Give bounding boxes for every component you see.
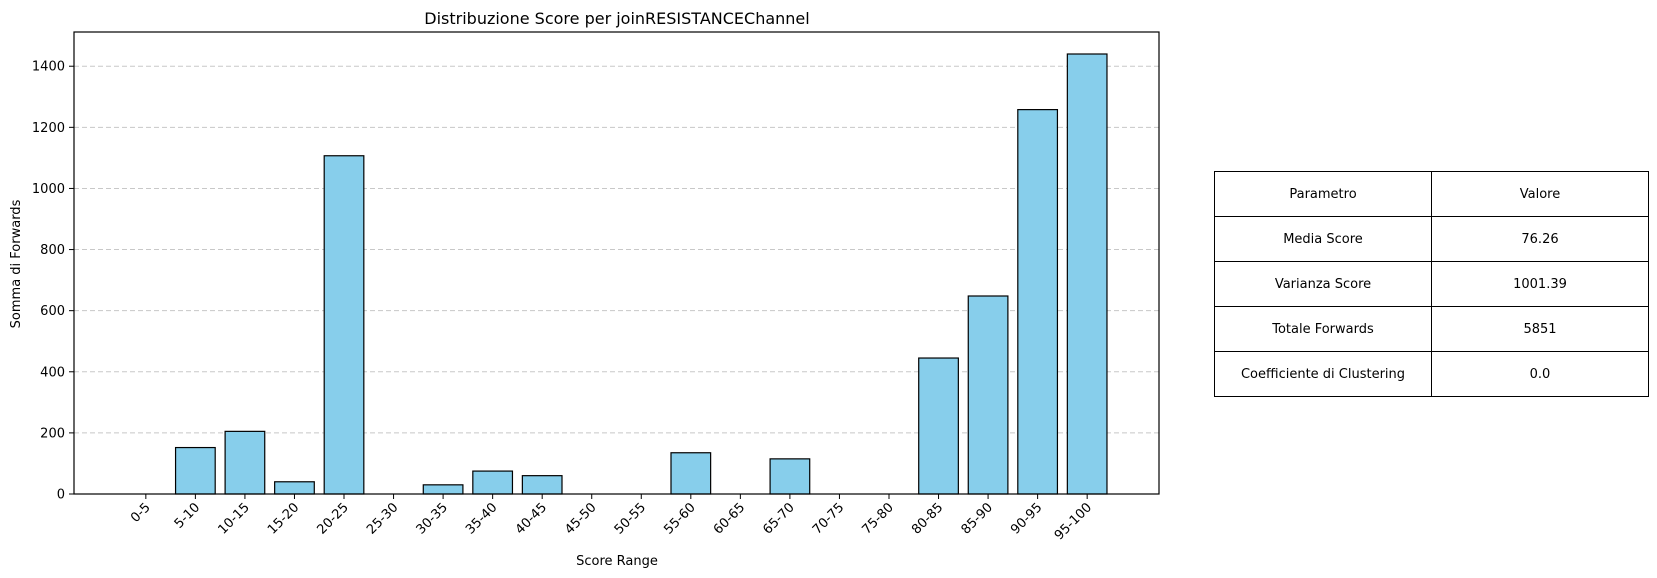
table-cell: Totale Forwards: [1214, 306, 1432, 352]
x-tick-label: 65-70: [760, 500, 797, 537]
bar: [174, 446, 216, 495]
x-tick-label: 80-85: [909, 500, 946, 537]
y-axis-label: Somma di Forwards: [9, 199, 24, 328]
x-tick-label: 75-80: [859, 500, 896, 537]
y-tick-label: 800: [40, 243, 65, 258]
table-row: Coefficiente di Clustering 0.0: [1214, 351, 1649, 397]
table-cell: 5851: [1431, 306, 1649, 352]
y-tick-label: 1400: [32, 60, 65, 75]
bar: [472, 470, 514, 495]
bar: [967, 295, 1009, 495]
bar: [918, 357, 959, 495]
plot-frame: [73, 31, 1160, 495]
stats-table: Parametro Valore Media Score 76.26 Varia…: [1214, 171, 1649, 397]
x-axis-label: Score Range: [576, 554, 658, 569]
y-tick-label: 1200: [32, 121, 65, 136]
table-header-cell: Parametro: [1214, 171, 1432, 217]
bar: [224, 430, 266, 495]
x-tick-label: 25-30: [364, 500, 401, 537]
table-cell: Varianza Score: [1214, 261, 1432, 307]
y-tick-label: 400: [40, 365, 65, 380]
x-tick-label: 55-60: [661, 500, 698, 537]
x-tick-label: 50-55: [612, 500, 649, 537]
x-tick-label: 5-10: [172, 500, 203, 531]
bar: [1066, 53, 1108, 495]
y-tick-label: 1000: [32, 182, 65, 197]
table-header-row: Parametro Valore: [1214, 171, 1649, 217]
x-tick-label: 20-25: [315, 500, 352, 537]
x-tick-label: 45-50: [562, 500, 599, 537]
table-row: Media Score 76.26: [1214, 216, 1649, 262]
bar: [1017, 109, 1059, 495]
bar: [769, 458, 811, 495]
table-cell: 76.26: [1431, 216, 1649, 262]
bar: [521, 475, 563, 495]
x-tick-label: 90-95: [1008, 500, 1045, 537]
table-row: Totale Forwards 5851: [1214, 306, 1649, 352]
x-tick-label: 35-40: [463, 500, 500, 537]
y-tick-label: 0: [57, 488, 65, 503]
chart-title: Distribuzione Score per joinRESISTANCECh…: [424, 9, 809, 28]
bar: [670, 452, 712, 495]
x-tick-label: 0-5: [128, 500, 154, 526]
x-tick-label: 95-100: [1052, 500, 1095, 543]
table-cell: 0.0: [1431, 351, 1649, 397]
table-cell: Coefficiente di Clustering: [1214, 351, 1432, 397]
x-tick-label: 60-65: [711, 500, 748, 537]
y-tick-label: 600: [40, 304, 65, 319]
table-cell: 1001.39: [1431, 261, 1649, 307]
bar: [323, 155, 365, 495]
table-cell: Media Score: [1214, 216, 1432, 262]
x-tick-label: 30-35: [414, 500, 451, 537]
table-header-cell: Valore: [1431, 171, 1649, 217]
bar: [422, 484, 464, 495]
bar: [274, 481, 315, 495]
x-tick-label: 10-15: [215, 500, 252, 537]
x-tick-label: 85-90: [959, 500, 996, 537]
x-tick-label: 40-45: [513, 500, 550, 537]
x-tick-label: 15-20: [265, 500, 302, 537]
table-row: Varianza Score 1001.39: [1214, 261, 1649, 307]
y-tick-label: 200: [40, 426, 65, 441]
bars: [174, 53, 1108, 495]
x-tick-label: 70-75: [810, 500, 847, 537]
